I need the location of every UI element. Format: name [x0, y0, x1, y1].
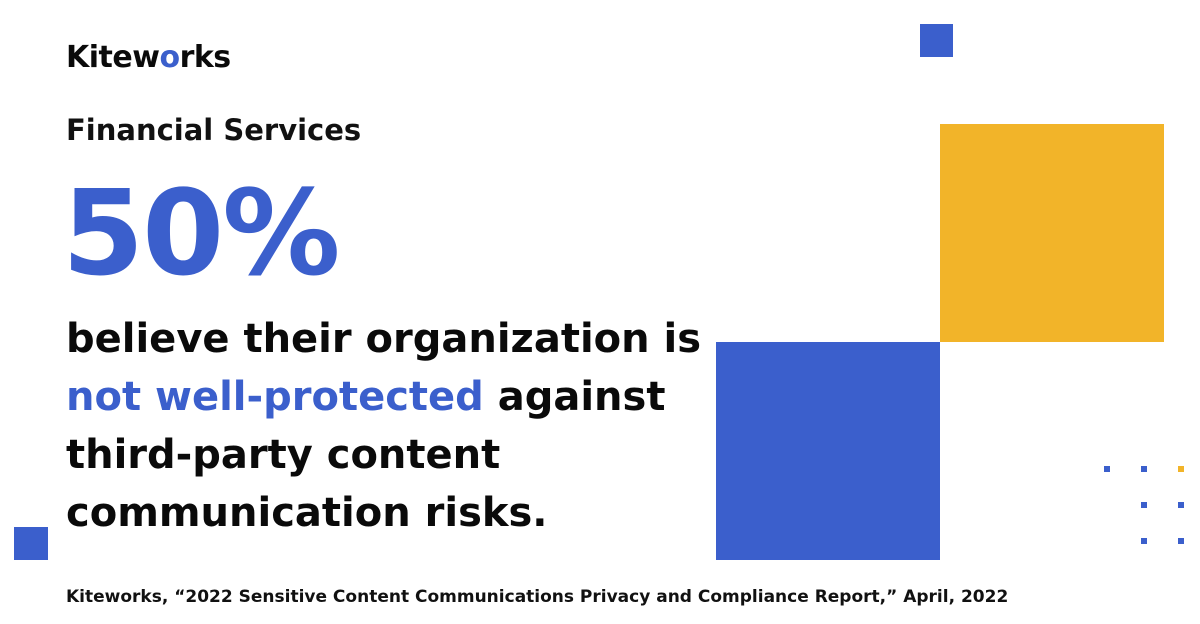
source-citation: Kiteworks, “2022 Sensitive Content Commu…	[66, 587, 1009, 607]
kiteworks-logo: Kiteworks	[66, 38, 231, 78]
decorative-dot	[1178, 538, 1184, 544]
statement-line-3: third-party content	[66, 432, 501, 478]
statement-line-2-rest: against	[483, 374, 666, 420]
decorative-dot	[1141, 538, 1147, 544]
decorative-square-blue-large	[716, 342, 940, 560]
decorative-dot	[1178, 502, 1184, 508]
decorative-square-blue-corner	[14, 527, 48, 560]
statement-line-4: communication risks.	[66, 490, 548, 536]
decorative-square-blue-small	[920, 24, 953, 57]
statement-line-1: believe their organization is	[66, 316, 702, 362]
statement-line-2: not well-protected against	[66, 368, 706, 426]
decorative-dot	[1178, 466, 1184, 472]
logo-text-suffix: rks	[179, 40, 232, 75]
logo-text-prefix: Kitew	[66, 40, 160, 75]
statement-text: believe their organization is not well-p…	[66, 310, 706, 542]
decorative-dot	[1104, 466, 1110, 472]
decorative-dot	[1141, 466, 1147, 472]
category-heading: Financial Services	[66, 113, 362, 147]
logo-accent-letter: o	[159, 40, 180, 75]
decorative-square-yellow	[940, 124, 1164, 342]
stat-value: 50%	[62, 164, 340, 302]
statement-highlight: not well-protected	[66, 374, 484, 420]
decorative-dot	[1141, 502, 1147, 508]
